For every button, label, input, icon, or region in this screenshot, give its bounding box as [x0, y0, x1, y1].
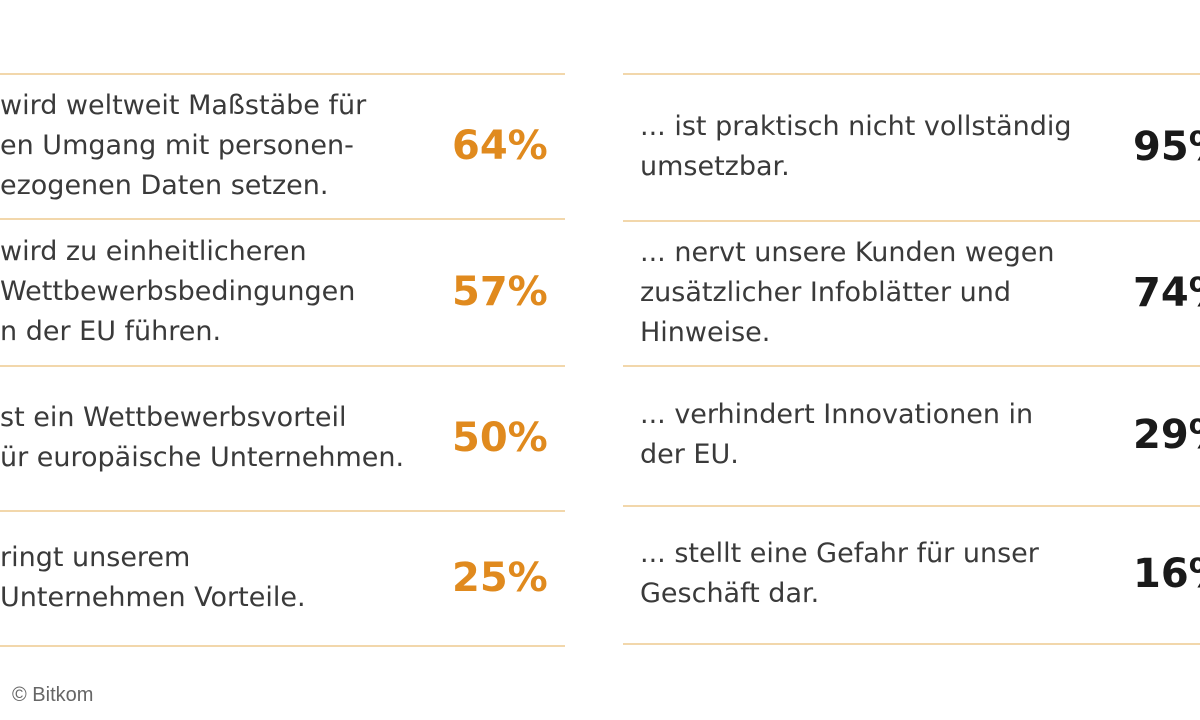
divider — [0, 510, 565, 512]
statement-line: ezogenen Daten setzen. — [0, 169, 329, 201]
percentage: 57% — [452, 268, 548, 315]
percentage: 29% — [1133, 412, 1200, 458]
statement-line: ... stellt eine Gefahr für unser — [640, 538, 1039, 569]
divider — [0, 645, 565, 647]
statement-line: Wettbewerbsbedingungen — [0, 275, 356, 307]
statement-line: Hinweise. — [640, 316, 771, 348]
percentage: 64% — [452, 122, 548, 169]
statement-line: Unternehmen Vorteile. — [0, 581, 306, 613]
statement-line: n der EU führen. — [0, 315, 222, 347]
divider — [623, 505, 1200, 507]
divider — [0, 365, 565, 367]
divider — [0, 218, 565, 220]
percentage: 16% — [1133, 551, 1200, 597]
statement-line: wird weltweit Maßstäbe für — [0, 89, 367, 121]
statement-line: ... verhindert Innovationen in — [640, 399, 1034, 430]
statement-line: en Umgang mit personen- — [0, 129, 354, 161]
divider — [623, 73, 1200, 75]
percentage: 25% — [452, 554, 548, 601]
percentage: 74% — [1133, 269, 1200, 316]
statement-line: umsetzbar. — [640, 150, 790, 182]
statement-line: st ein Wettbewerbsvorteil — [0, 401, 347, 433]
statement-line: ... ist praktisch nicht vollständig — [640, 110, 1072, 142]
divider — [623, 220, 1200, 222]
percentage: 95% — [1133, 123, 1200, 170]
statement-line: Geschäft dar. — [640, 578, 820, 609]
statement-line: der EU. — [640, 439, 739, 470]
statement-line: ringt unserem — [0, 541, 191, 573]
percentage: 50% — [452, 414, 548, 461]
statement-line: zusätzlicher Infoblätter und — [640, 276, 1012, 308]
statement-line: ... nervt unsere Kunden wegen — [640, 236, 1055, 268]
divider — [623, 643, 1200, 645]
copyright: © Bitkom — [12, 684, 94, 706]
statement-line: wird zu einheitlicheren — [0, 235, 307, 267]
divider — [623, 365, 1200, 367]
statement-line: ür europäische Unternehmen. — [0, 441, 405, 473]
divider — [0, 73, 565, 75]
